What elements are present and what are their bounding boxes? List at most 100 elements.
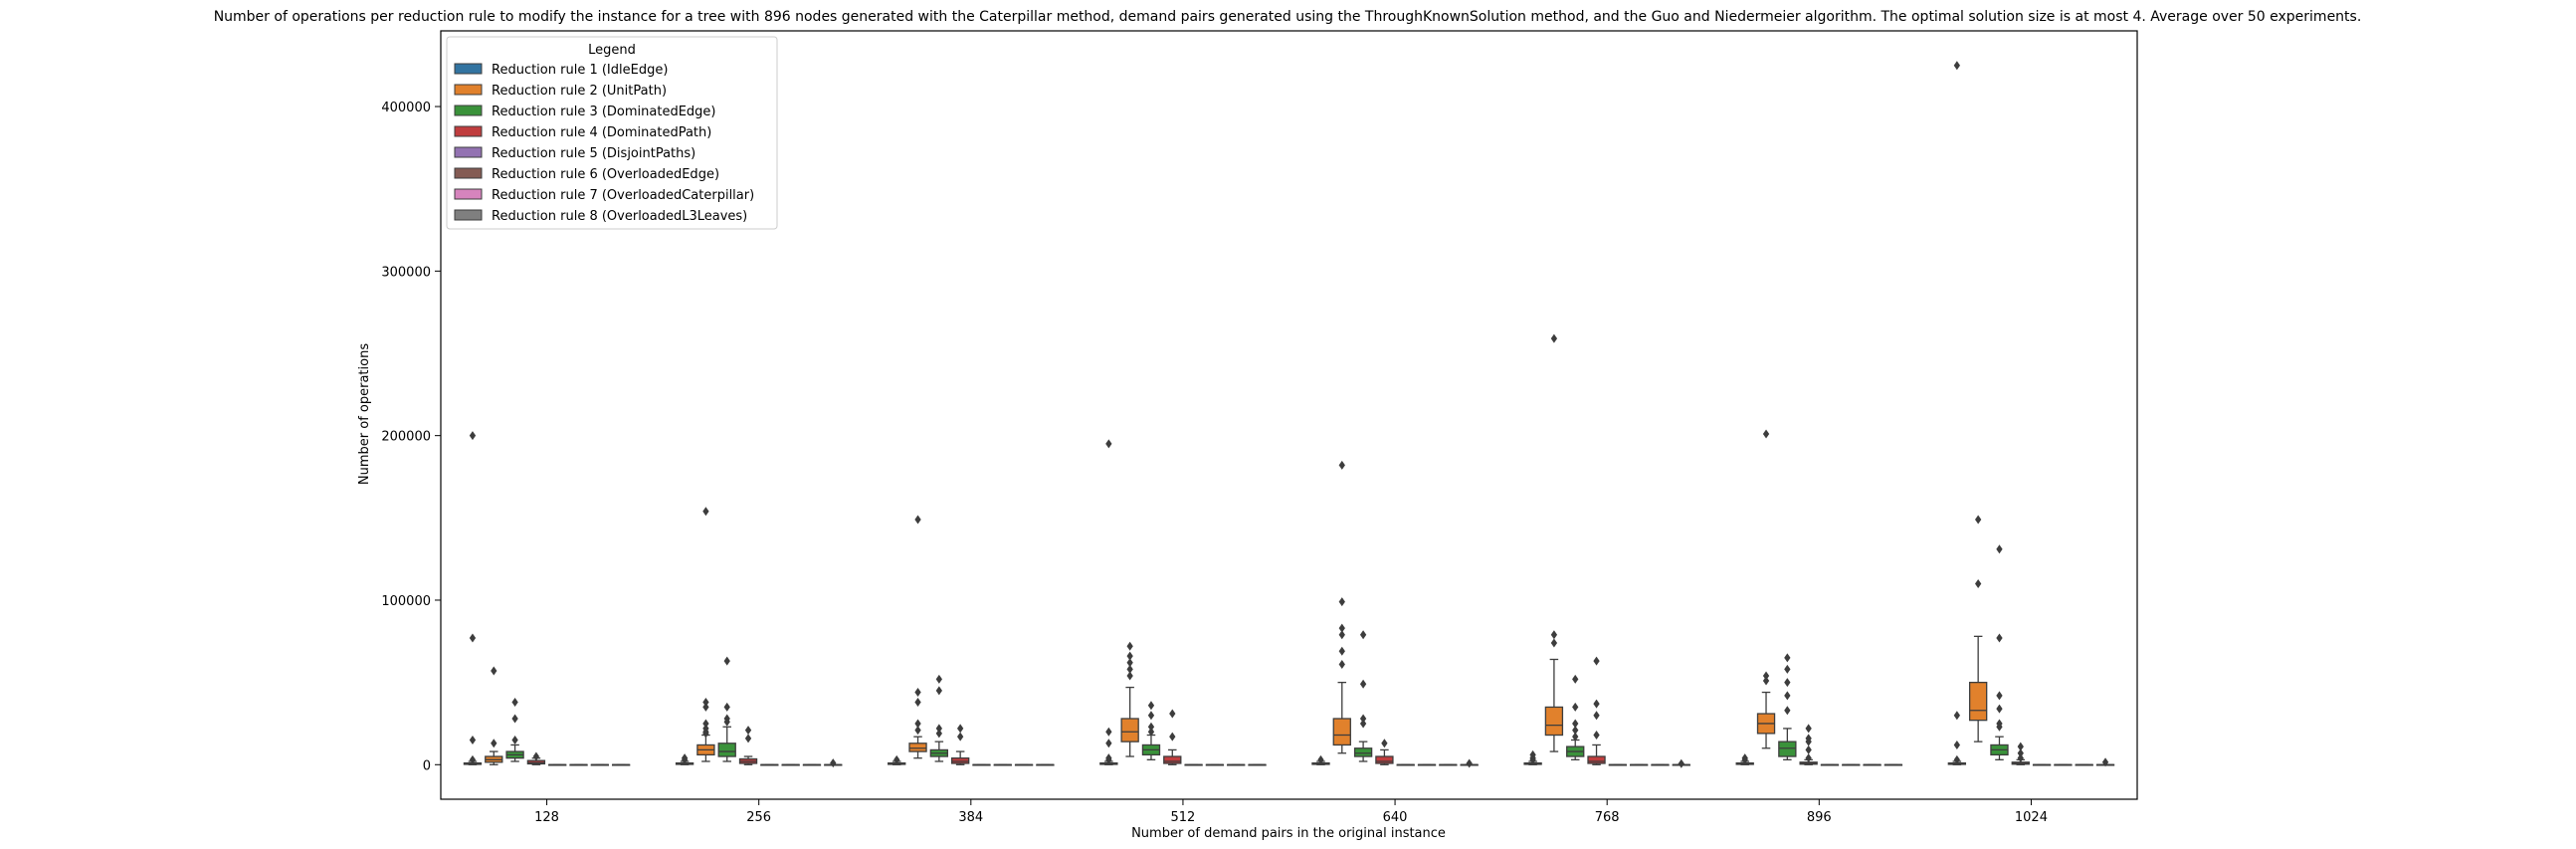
outlier-point [914, 515, 921, 525]
box-body [1163, 755, 1182, 764]
outlier-point [1147, 711, 1155, 721]
legend-swatch [454, 188, 483, 200]
x-tick-label: 768 [1595, 810, 1620, 825]
box-body [1353, 747, 1373, 757]
outlier-point [532, 751, 540, 761]
box-5-512 [1184, 763, 1203, 766]
box-2-896 [1756, 429, 1776, 749]
box-4-256 [738, 726, 758, 765]
outlier-point [1126, 641, 1133, 651]
legend-frame [446, 36, 778, 230]
box-7-256 [802, 763, 822, 766]
outlier-point [681, 754, 689, 764]
legend: Legend Reduction rule 1 (IdleEdge) Reduct… [446, 36, 778, 230]
outlier-point [1593, 731, 1600, 741]
outlier-point [1784, 653, 1791, 663]
x-tick-label: 512 [1171, 810, 1196, 825]
y-tick-label: 300000 [381, 265, 431, 280]
outlier-point [1784, 664, 1791, 674]
outlier-point [957, 732, 964, 742]
outlier-point [935, 729, 942, 739]
box-3-128 [505, 697, 524, 762]
box-body [1778, 741, 1797, 757]
legend-entry-label: Reduction rule 7 (OverloadedCaterpillar) [492, 188, 754, 203]
box-body [908, 743, 927, 752]
box-body [1587, 755, 1606, 764]
legend-entry-label: Reduction rule 3 (DominatedEdge) [492, 105, 716, 119]
box-3-384 [929, 674, 949, 762]
box-1-512 [1099, 439, 1118, 765]
box-4-512 [1163, 709, 1182, 765]
outlier-point [1805, 724, 1812, 734]
y-tick-label: 400000 [381, 101, 431, 115]
outlier-point [1572, 719, 1579, 729]
outlier-point [469, 633, 477, 643]
box-7-896 [1863, 763, 1882, 766]
outlier-point [1550, 630, 1558, 640]
outlier-point [935, 686, 942, 696]
box-body [1544, 706, 1564, 737]
outlier-point [1126, 664, 1133, 674]
box-3-768 [1566, 674, 1585, 760]
outlier-point [1359, 719, 1367, 729]
box-body [1968, 681, 1988, 722]
outlier-point [1359, 679, 1367, 689]
plot-area [463, 61, 2115, 768]
outlier-point [744, 726, 752, 736]
outlier-point [1572, 674, 1579, 684]
outlier-point [2017, 742, 2024, 751]
outlier-point [1147, 722, 1155, 732]
box-8-1024 [2095, 757, 2115, 767]
box-7-1024 [2075, 763, 2093, 766]
box-7-384 [1014, 763, 1034, 766]
box-2-1024 [1968, 515, 1988, 743]
outlier-point [1359, 630, 1367, 640]
outlier-point [702, 697, 709, 707]
outlier-point [1762, 676, 1770, 686]
outlier-point [702, 719, 709, 729]
box-6-1024 [2054, 763, 2073, 766]
outlier-point [830, 758, 837, 768]
legend-entry-label: Reduction rule 2 (UnitPath) [492, 84, 667, 99]
outlier-point [1338, 630, 1345, 640]
outlier-point [723, 717, 730, 727]
legend-entry-label: Reduction rule 4 (DominatedPath) [492, 125, 711, 140]
chart-title: Number of operations per reduction rule … [214, 9, 2362, 25]
outlier-point [1996, 722, 2003, 732]
box-5-128 [548, 763, 567, 766]
outlier-point [723, 702, 730, 712]
outlier-point [723, 656, 730, 666]
outlier-point [1338, 597, 1345, 607]
legend-swatch [454, 146, 483, 158]
box-8-128 [611, 763, 631, 766]
outlier-point [1126, 658, 1133, 668]
outlier-point [702, 702, 709, 712]
box-3-512 [1141, 701, 1161, 760]
box-8-640 [1460, 758, 1479, 768]
outlier-point [1953, 711, 1960, 721]
outlier-point [1805, 737, 1812, 746]
outlier-point [469, 431, 477, 441]
box-2-640 [1332, 460, 1351, 754]
outlier-point [1678, 758, 1684, 768]
outlier-point [914, 688, 921, 698]
outlier-point [1996, 633, 2003, 643]
box-2-256 [696, 507, 715, 762]
outlier-point [914, 719, 921, 729]
box-6-640 [1417, 763, 1437, 766]
box-body [950, 757, 970, 764]
outlier-point [957, 724, 964, 734]
legend-entry-label: Reduction rule 8 (OverloadedL3Leaves) [492, 209, 747, 224]
y-axis-label: Number of operations [357, 343, 372, 485]
box-7-768 [1651, 763, 1670, 766]
outlier-point [1996, 691, 2003, 701]
legend-swatch [454, 125, 483, 137]
outlier-point [1805, 744, 1812, 754]
outlier-point [1953, 740, 1960, 749]
box-8-768 [1672, 758, 1690, 768]
legend-title: Legend [588, 43, 636, 58]
box-5-256 [760, 763, 779, 766]
outlier-point [1784, 691, 1791, 701]
box-2-384 [908, 515, 927, 759]
